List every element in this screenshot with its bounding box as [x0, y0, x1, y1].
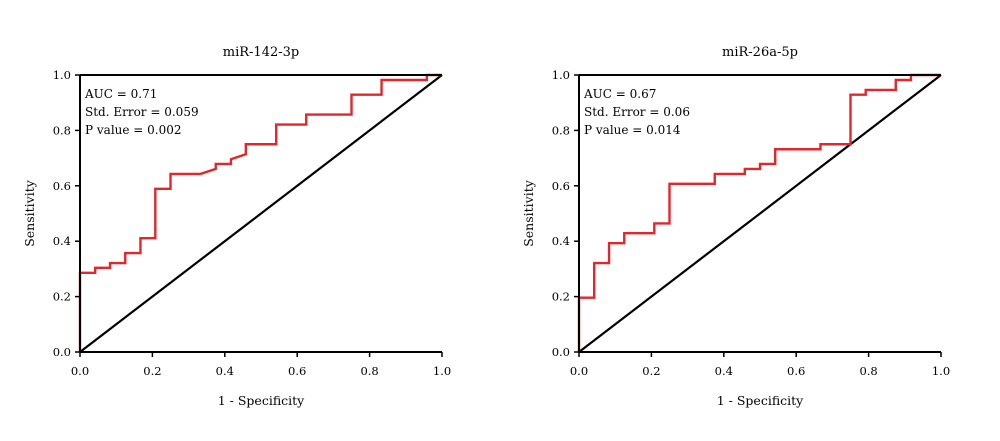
stat-annotation: P value = 0.002: [85, 123, 182, 137]
x-tick-label: 0.8: [360, 364, 378, 378]
y-tick-label: 0.4: [53, 234, 71, 248]
x-tick-label: 0.6: [288, 364, 306, 378]
y-tick-label: 0.8: [53, 123, 71, 137]
reference-diagonal-line: [578, 74, 942, 353]
roc-panel-mir-26a-5p: miR-26a-5p 0.0 0.2 0.4 0.6 0.8 1.0 0.0 0.2 0.4 0.6…: [521, 45, 950, 408]
roc-panel-mir-142-3p: miR-142-3p 0.0 0.2 0.4 0.6 0.8 1.0 0.0 0.2 0.4 0.6…: [22, 45, 451, 408]
roc-curve-line: [78, 73, 442, 352]
x-tick-label: 0.8: [859, 364, 877, 378]
x-tick-label: 0.0: [570, 364, 588, 378]
x-tick-label: 1.0: [433, 364, 451, 378]
x-tick-label: 0.6: [787, 364, 805, 378]
roc-curve-line: [577, 73, 941, 352]
chart-title: miR-26a-5p: [722, 45, 798, 60]
x-tick-label: 1.0: [932, 364, 950, 378]
chart-title: miR-142-3p: [223, 45, 299, 60]
x-axis-label: 1 - Specificity: [218, 393, 305, 408]
stat-annotation: Std. Error = 0.06: [584, 105, 690, 119]
stat-annotation: AUC = 0.67: [583, 87, 656, 101]
x-tick-label: 0.2: [642, 364, 660, 378]
y-tick-label: 0.8: [552, 123, 570, 137]
y-tick-label: 0.6: [53, 179, 71, 193]
x-tick-label: 0.4: [216, 364, 234, 378]
stat-annotation: AUC = 0.71: [84, 87, 157, 101]
x-tick-label: 0.0: [71, 364, 89, 378]
y-tick-label: 1.0: [53, 68, 71, 82]
x-tick-label: 0.2: [143, 364, 161, 378]
y-tick-label: 0.2: [53, 290, 71, 304]
y-tick-label: 0.4: [552, 234, 570, 248]
reference-diagonal-line: [79, 74, 443, 353]
x-axis-label: 1 - Specificity: [717, 393, 804, 408]
x-tick-label: 0.4: [715, 364, 733, 378]
stat-annotation: Std. Error = 0.059: [85, 105, 199, 119]
y-tick-label: 0.6: [552, 179, 570, 193]
y-axis-label: Sensitivity: [22, 179, 37, 247]
y-tick-label: 0.0: [53, 345, 71, 359]
y-tick-label: 1.0: [552, 68, 570, 82]
stat-annotation: P value = 0.014: [584, 123, 681, 137]
y-tick-label: 0.0: [552, 345, 570, 359]
y-axis-label: Sensitivity: [521, 179, 536, 247]
y-tick-label: 0.2: [552, 290, 570, 304]
